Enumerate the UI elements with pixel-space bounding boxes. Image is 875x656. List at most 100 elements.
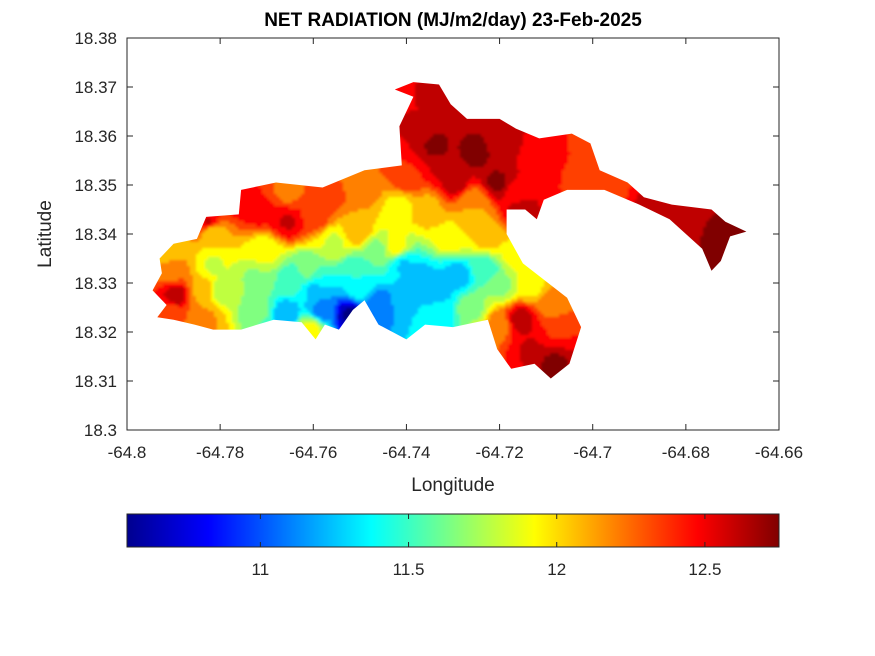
heatmap-cell bbox=[424, 95, 428, 99]
heatmap-cell bbox=[415, 92, 419, 96]
heatmap-cell bbox=[439, 95, 443, 99]
heatmap-cell bbox=[445, 104, 449, 108]
heatmap-cell bbox=[427, 95, 431, 99]
heatmap-cell bbox=[436, 89, 440, 93]
heatmap-cell bbox=[400, 89, 404, 93]
heatmap-cell bbox=[436, 92, 440, 96]
heatmap-cell bbox=[448, 104, 452, 108]
heatmap-cell bbox=[418, 83, 422, 87]
heatmap-cell bbox=[412, 98, 416, 102]
heatmap-cell bbox=[415, 83, 419, 87]
heatmap-cell bbox=[418, 98, 422, 102]
heatmap-cell bbox=[421, 104, 425, 108]
heatmap-cell bbox=[442, 98, 446, 102]
heatmap-cell bbox=[421, 101, 425, 105]
heatmap-cell bbox=[430, 83, 434, 87]
heatmap-cell bbox=[439, 101, 443, 105]
heatmap-cell bbox=[433, 83, 437, 87]
heatmap-cell bbox=[421, 83, 425, 87]
heatmap-cell bbox=[418, 86, 422, 90]
heatmap-cell bbox=[418, 82, 422, 84]
heatmap-cell bbox=[409, 92, 413, 96]
heatmap-cell bbox=[409, 86, 413, 90]
heatmap-cell bbox=[403, 86, 407, 90]
heatmap-cell bbox=[424, 104, 428, 108]
heatmap-cell bbox=[433, 95, 437, 99]
heatmap-cell bbox=[406, 89, 410, 93]
heatmap-cell bbox=[442, 95, 446, 99]
heatmap-cell bbox=[412, 101, 416, 105]
heatmap-cell bbox=[436, 83, 440, 87]
heatmap-cell bbox=[442, 92, 446, 96]
heatmap-cell bbox=[403, 89, 407, 93]
heatmap-cell bbox=[412, 86, 416, 90]
heatmap-cell bbox=[436, 101, 440, 105]
heatmap-cell bbox=[421, 89, 425, 93]
heatmap-cell bbox=[412, 89, 416, 93]
heatmap-cell bbox=[430, 101, 434, 105]
heatmap-cell bbox=[445, 98, 449, 102]
heatmap-cell bbox=[412, 104, 416, 108]
heatmap-cell bbox=[439, 89, 443, 93]
heatmap-cell bbox=[430, 98, 434, 102]
heatmap-cell bbox=[427, 92, 431, 96]
heatmap-cell bbox=[412, 82, 416, 84]
heatmap-cell bbox=[439, 92, 443, 96]
heatmap-cell bbox=[424, 101, 428, 105]
heatmap-cell bbox=[430, 92, 434, 96]
heatmap-cell bbox=[430, 86, 434, 90]
heatmap-cell bbox=[430, 104, 434, 108]
heatmap-cell bbox=[439, 98, 443, 102]
heatmap-cell bbox=[445, 101, 449, 105]
heatmap-cell bbox=[415, 82, 419, 84]
heatmap-cell bbox=[439, 104, 443, 108]
heatmap-cell bbox=[427, 104, 431, 108]
heatmap-cell bbox=[406, 86, 410, 90]
heatmap-cell bbox=[418, 101, 422, 105]
heatmap-cell bbox=[421, 92, 425, 96]
heatmap-cell bbox=[430, 95, 434, 99]
heatmap-cell bbox=[427, 101, 431, 105]
heatmap-cell bbox=[424, 86, 428, 90]
heatmap-cell bbox=[427, 83, 431, 87]
heatmap-cell bbox=[436, 95, 440, 99]
heatmap-cell bbox=[439, 86, 443, 90]
heatmap-cell bbox=[415, 89, 419, 93]
heatmap-cell bbox=[424, 89, 428, 93]
heatmap-cell bbox=[421, 86, 425, 90]
heatmap-cell bbox=[406, 92, 410, 96]
heatmap-cell bbox=[415, 86, 419, 90]
heatmap-cell bbox=[448, 101, 452, 105]
heatmap-cell bbox=[421, 98, 425, 102]
heatmap-cell bbox=[442, 104, 446, 108]
heatmap-cell bbox=[409, 101, 413, 105]
heatmap-cell bbox=[427, 86, 431, 90]
heatmap-cell bbox=[415, 95, 419, 99]
heatmap-cell bbox=[433, 98, 437, 102]
heatmap-cell bbox=[409, 89, 413, 93]
heatmap-cell bbox=[433, 92, 437, 96]
heatmap-cell bbox=[409, 83, 413, 87]
heatmap-cell bbox=[397, 89, 401, 93]
heatmap-cell bbox=[436, 86, 440, 90]
heatmap-cell bbox=[415, 101, 419, 105]
heatmap-cell bbox=[418, 104, 422, 108]
heatmap-cell bbox=[418, 89, 422, 93]
heatmap-cell bbox=[433, 101, 437, 105]
heatmap-cell bbox=[424, 92, 428, 96]
heatmap-cell bbox=[415, 98, 419, 102]
heatmap-cell bbox=[433, 104, 437, 108]
heatmap-cell bbox=[418, 95, 422, 99]
heatmap-cell bbox=[427, 98, 431, 102]
heatmap-cell bbox=[433, 86, 437, 90]
heatmap-cell bbox=[412, 83, 416, 87]
heatmap-cell bbox=[409, 104, 413, 108]
heatmap-cell bbox=[433, 89, 437, 93]
heatmap-cell bbox=[442, 101, 446, 105]
heatmap-cell bbox=[421, 95, 425, 99]
heatmap-cell bbox=[412, 95, 416, 99]
heatmap-cell bbox=[406, 83, 410, 87]
heatmap-cell bbox=[436, 104, 440, 108]
heatmap-cell bbox=[430, 89, 434, 93]
